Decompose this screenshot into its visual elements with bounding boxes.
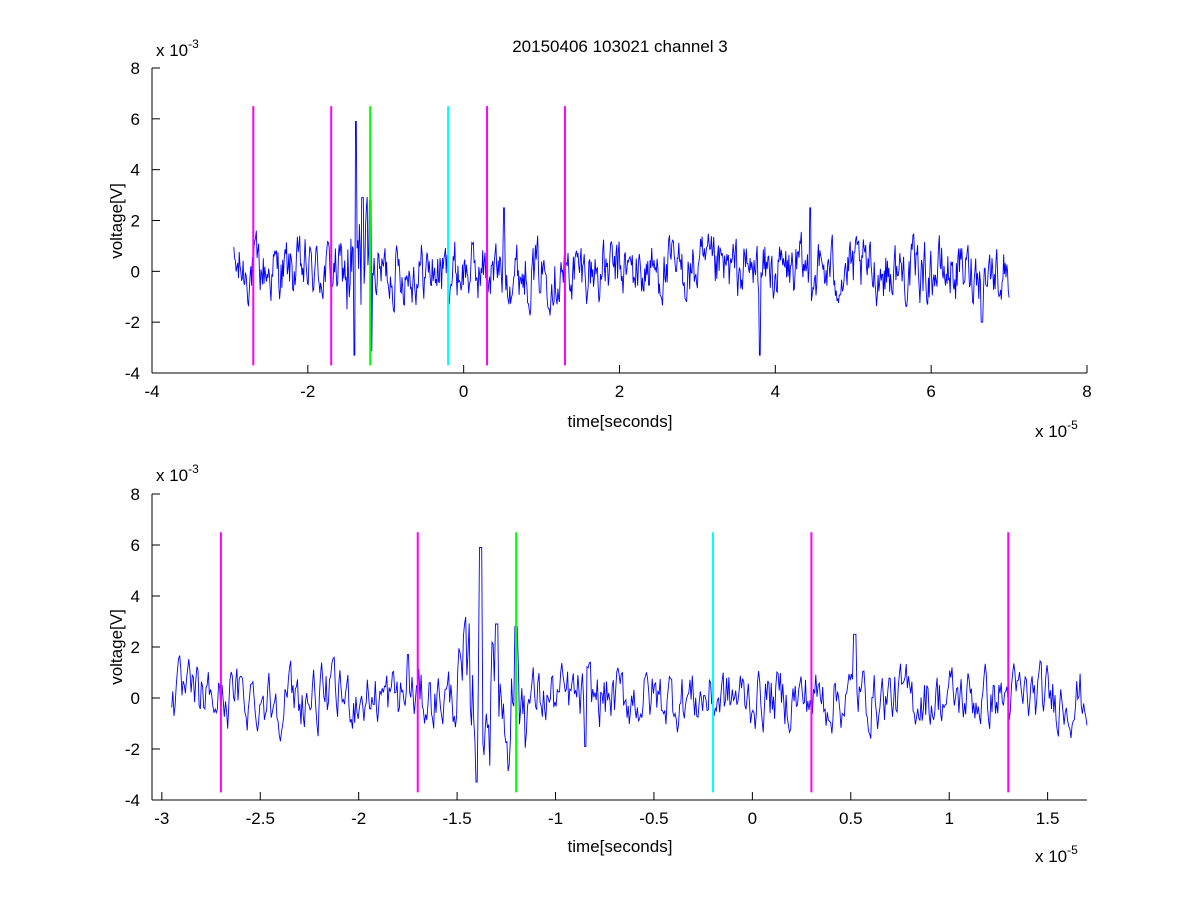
top-y-exponent: x 10-3 (156, 37, 199, 60)
top-xlabel: time[seconds] (568, 412, 673, 431)
top-x-tick-label: -4 (144, 382, 159, 401)
top-y-tick-label: -2 (125, 313, 140, 332)
top-y-tick-label: -4 (125, 364, 140, 383)
top-x-tick-label: -2 (300, 382, 315, 401)
top-y-tick-label: 0 (131, 262, 140, 281)
bottom-x-tick-label: 1 (944, 809, 953, 828)
bottom-x-tick-label: 0 (748, 809, 757, 828)
bottom-x-tick-label: -2.5 (246, 809, 275, 828)
figure-title: 20150406 103021 channel 3 (512, 37, 728, 56)
top-y-tick-label: 8 (131, 59, 140, 78)
top-y-tick-label: 6 (131, 110, 140, 129)
bottom-y-exponent: x 10-3 (156, 462, 199, 485)
bottom-y-tick-label: -4 (125, 791, 140, 810)
top-axes: -4 -2 0 2 4 6 8 -4 -2 0 2 4 6 8 time[seconds] voltage… (107, 37, 1092, 441)
bottom-y-tick-label: 8 (131, 485, 140, 504)
bottom-x-tick-label: -2 (351, 809, 366, 828)
bottom-x-tick-label: -0.5 (639, 809, 668, 828)
top-x-tick-label: 2 (615, 382, 624, 401)
top-x-tick-label: 0 (459, 382, 468, 401)
bottom-x-tick-label: -3 (154, 809, 169, 828)
bottom-xlabel: time[seconds] (568, 837, 673, 856)
top-ylabel: voltage[V] (107, 183, 126, 259)
bottom-y-tick-label: 0 (131, 689, 140, 708)
top-x-tick-label: 4 (771, 382, 780, 401)
bottom-x-tick-label: 0.5 (839, 809, 863, 828)
top-y-tick-label: 2 (131, 212, 140, 231)
bottom-x-tick-label: -1.5 (442, 809, 471, 828)
bottom-axes: -3 -2.5 -2 -1.5 -1 -0.5 0 0.5 1 1.5 -4 -2 0 2 4 6 8 time… (107, 462, 1088, 866)
bottom-ylabel: voltage[V] (107, 609, 126, 685)
bottom-x-tick-label: 1.5 (1036, 809, 1060, 828)
bottom-x-tick-label: -1 (548, 809, 563, 828)
top-x-tick-label: 8 (1082, 382, 1091, 401)
top-y-tick-label: 4 (131, 161, 140, 180)
bottom-x-exponent: x 10-5 (1035, 843, 1078, 866)
top-signal-trace (233, 120, 1010, 356)
bottom-y-tick-label: 2 (131, 638, 140, 657)
bottom-y-tick-label: 4 (131, 587, 140, 606)
top-x-tick-label: 6 (926, 382, 935, 401)
bottom-y-tick-label: -2 (125, 740, 140, 759)
top-x-exponent: x 10-5 (1035, 418, 1078, 441)
bottom-signal-trace (171, 547, 1088, 783)
bottom-y-tick-label: 6 (131, 536, 140, 555)
